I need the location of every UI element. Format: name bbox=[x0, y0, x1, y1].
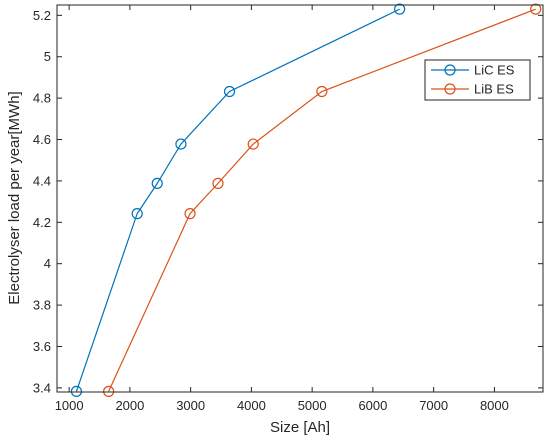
data-point-lib-es bbox=[316, 85, 328, 98]
x-tick-label: 5000 bbox=[298, 398, 327, 413]
data-point-lic-es bbox=[151, 177, 163, 189]
data-point-lic-es bbox=[70, 385, 83, 397]
y-axis-label: Electrolyser load per year[MWh] bbox=[6, 91, 23, 304]
y-tick-label: 5.2 bbox=[33, 8, 51, 23]
x-tick-label: 7000 bbox=[419, 398, 448, 413]
plot-frame bbox=[56, 4, 544, 393]
y-tick-label: 3.4 bbox=[33, 380, 51, 395]
legend-marker-lib-es bbox=[444, 83, 456, 95]
data-point-lic-es bbox=[131, 208, 143, 220]
data-point-lib-es bbox=[184, 208, 196, 220]
x-tick-label: 1000 bbox=[55, 398, 84, 413]
data-point-lib-es bbox=[247, 138, 259, 150]
series-line-lic-es bbox=[75, 8, 400, 392]
legend-box bbox=[424, 59, 531, 101]
legend-label-lic-es: LiC ES bbox=[474, 63, 515, 78]
data-point-lib-es bbox=[212, 177, 224, 189]
series-layer bbox=[70, 3, 542, 397]
x-tick-label: 8000 bbox=[480, 398, 509, 413]
y-tick-label: 4.2 bbox=[33, 215, 51, 230]
y-tick-label: 4.4 bbox=[33, 173, 51, 188]
x-tick-label: 2000 bbox=[115, 398, 144, 413]
legend-marker-lic-es bbox=[444, 64, 456, 76]
data-point-lic-es bbox=[175, 138, 187, 150]
y-tick-label: 5 bbox=[44, 49, 51, 64]
legend: LiC ES LiB ES bbox=[424, 59, 531, 101]
data-point-lib-es bbox=[103, 385, 115, 397]
ticks-layer: 1000 2000 3000 4000 5000 6000 7000 8000 3.4 3.6 3.… bbox=[33, 5, 543, 413]
x-tick-label: 6000 bbox=[358, 398, 387, 413]
x-tick-label: 4000 bbox=[237, 398, 266, 413]
y-tick-label: 3.6 bbox=[33, 339, 51, 354]
y-tick-label: 4.6 bbox=[33, 132, 51, 147]
data-point-lib-es bbox=[530, 3, 542, 15]
x-tick-label: 3000 bbox=[176, 398, 205, 413]
legend-label-lib-es: LiB ES bbox=[474, 82, 514, 97]
y-tick-label: 4.8 bbox=[33, 91, 51, 106]
series-line-lib-es bbox=[108, 8, 536, 392]
legend-entries: LiC ES LiB ES bbox=[431, 63, 515, 97]
y-tick-label: 4 bbox=[44, 256, 51, 271]
y-tick-label: 3.8 bbox=[33, 298, 51, 313]
data-point-lic-es bbox=[223, 85, 236, 98]
data-point-lic-es bbox=[394, 3, 406, 15]
x-axis-label: Size [Ah] bbox=[270, 419, 330, 436]
